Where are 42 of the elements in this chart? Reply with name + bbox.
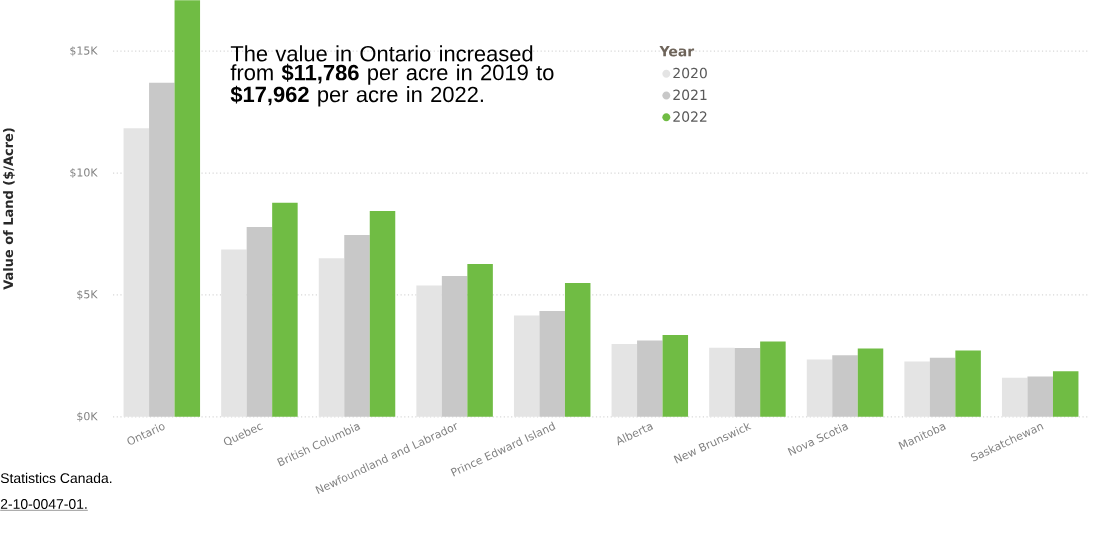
bar [734,348,761,417]
bar [564,282,591,417]
bar [637,340,663,417]
bar [123,128,150,417]
bar [611,343,638,417]
bar [174,0,201,417]
bar [904,361,930,417]
bar [149,82,175,417]
bar [662,334,689,417]
legend-label: 2021 [673,89,707,101]
text: Statistics Canada. [0,472,112,484]
bar [1001,377,1028,417]
bar [539,311,565,417]
bar [709,347,735,417]
y-tick-label: $5K [77,289,98,300]
bar [318,258,345,417]
bar [1027,376,1053,417]
legend-label: 2022 [673,111,707,122]
y-tick-label: $0K [77,411,98,422]
legend-title: Year [659,46,695,57]
bar [441,275,468,417]
bar [806,359,833,417]
bar [513,315,540,417]
y-tick-label: $15K [70,46,98,57]
y-axis-title: Value of Land ($/Acre) [3,128,15,290]
bar [929,357,956,417]
bar [246,226,273,417]
bar [221,249,247,417]
bar [857,348,884,417]
bar [467,263,493,417]
bar [1052,371,1079,417]
bar [955,350,981,417]
bar [369,211,396,417]
bar [272,202,298,417]
text: The value in Ontario increased from $11,786 per acre in 2019 to $17,962 per acre in 2022. [230,45,554,107]
bar [416,285,442,417]
bar [344,234,370,417]
legend-label: 2020 [673,67,707,79]
bar [760,341,786,417]
bar [832,355,858,417]
y-tick-label: $10K [70,168,98,179]
text: 2-10-0047-01. [0,499,87,509]
